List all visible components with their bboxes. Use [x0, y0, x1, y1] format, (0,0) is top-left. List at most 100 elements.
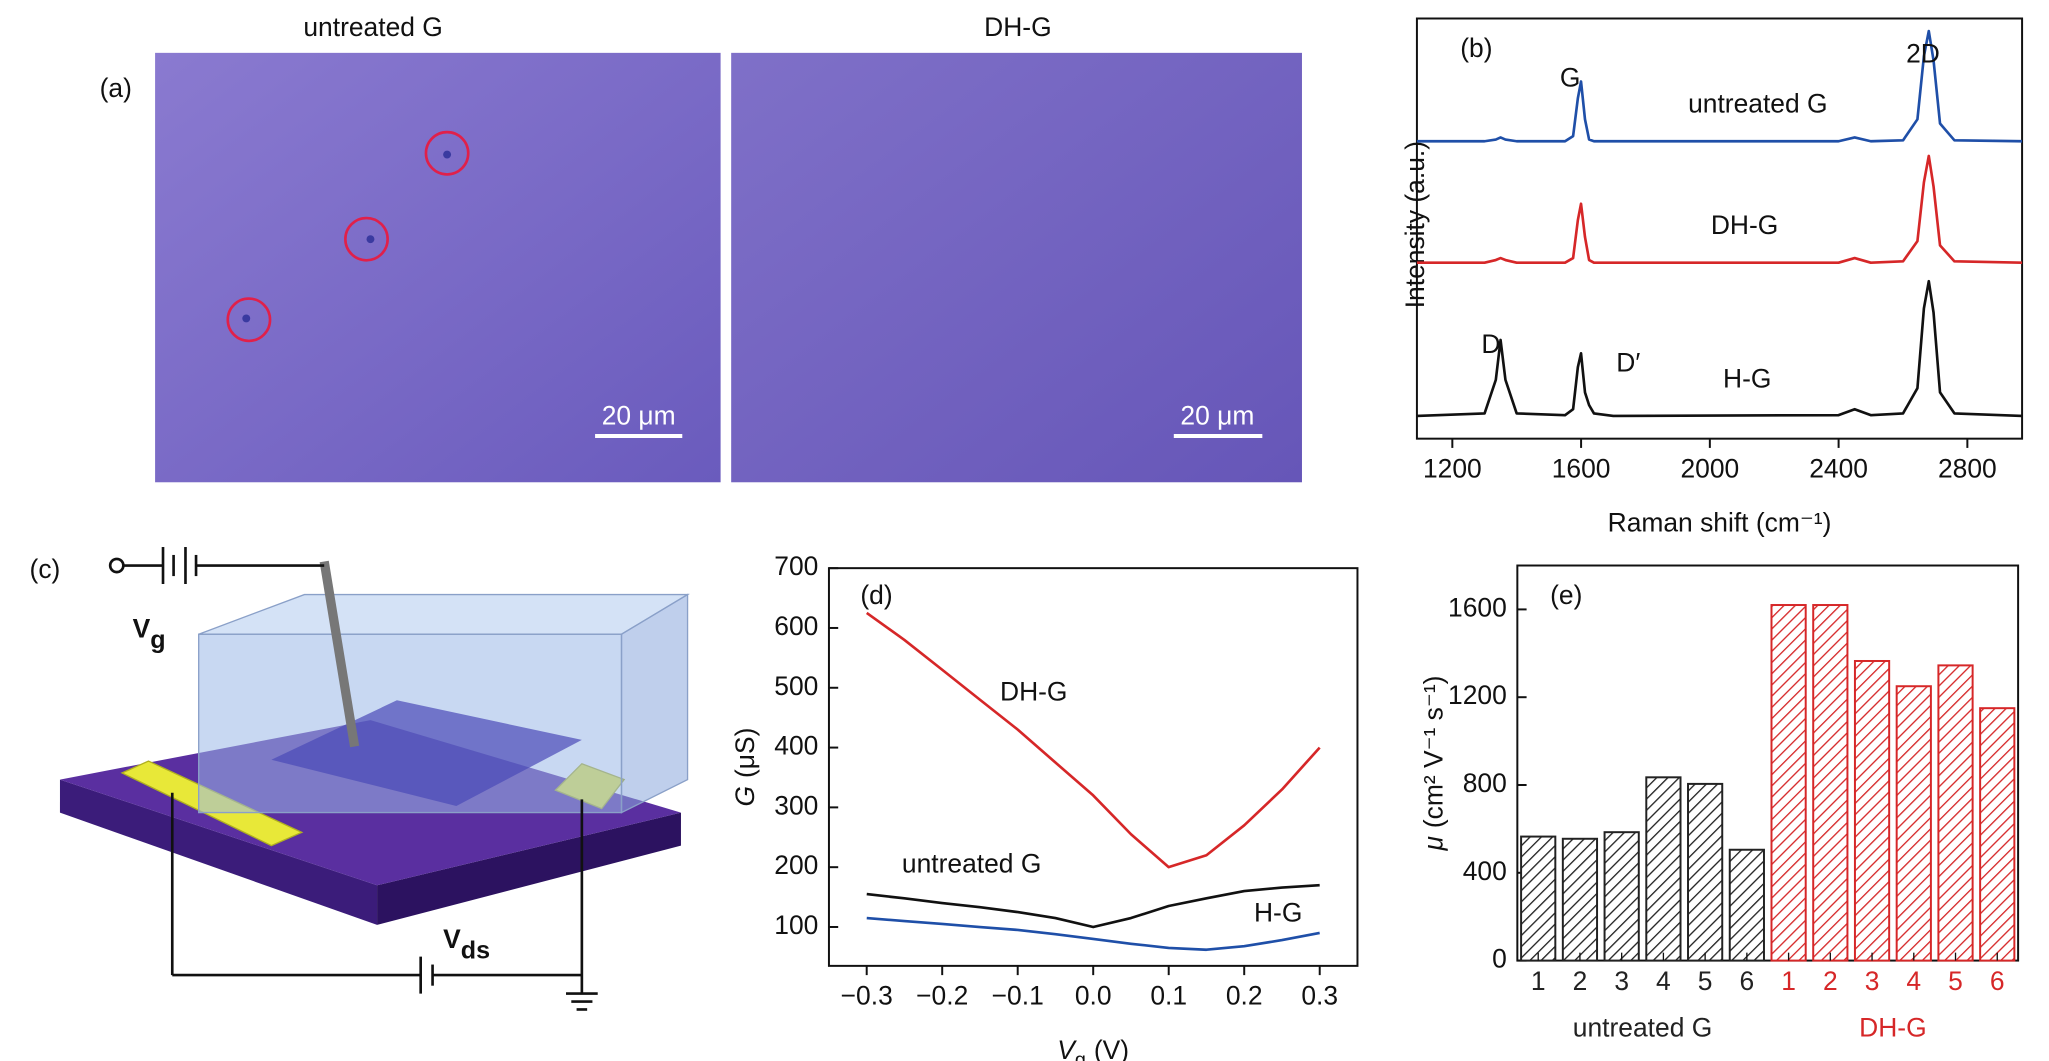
- line-series: [1416, 154, 2023, 264]
- x-tick-label: 0.1: [1150, 981, 1187, 1011]
- defects: [242, 150, 452, 323]
- x-tick-label: 4: [1656, 966, 1671, 996]
- x-tick-label: 5: [1698, 966, 1713, 996]
- micrograph: [731, 52, 1302, 483]
- line-series: [1416, 29, 2023, 143]
- x-tick-label: 1200: [1423, 453, 1482, 483]
- annotation: untreated G: [1688, 89, 1827, 119]
- x-tick-label: 2400: [1809, 453, 1868, 483]
- x-tick-label: 5: [1948, 966, 1963, 996]
- y-tick-label: 400: [774, 731, 818, 761]
- y-tick-label: 800: [1463, 768, 1507, 798]
- annotation: DH-G: [1000, 677, 1067, 707]
- x-tick-label: −0.3: [841, 981, 893, 1011]
- annotation: H-G: [1254, 897, 1302, 927]
- y-tick-label: 1600: [1448, 592, 1507, 622]
- x-tick-label: 6: [1990, 966, 2005, 996]
- annotation: D: [1481, 329, 1500, 359]
- x-tick-label: 2: [1823, 966, 1838, 996]
- drain-label: Vds: [443, 924, 490, 964]
- axis-title: μ (cm² V⁻¹ s⁻¹): [1418, 676, 1448, 852]
- line-series: [866, 916, 1320, 952]
- bar: [1770, 604, 1807, 962]
- panel-label: (d): [860, 580, 892, 610]
- scale-label: 20 μm: [1180, 401, 1254, 431]
- circuit: [108, 547, 598, 1011]
- panel-label: (e): [1550, 580, 1582, 610]
- unit: (μS): [730, 728, 760, 778]
- panel-label: (b): [1460, 33, 1492, 63]
- y-tick-label: 500: [774, 671, 818, 701]
- y-tick-label: 100: [774, 910, 818, 940]
- axis-title: Vg (V): [1057, 1035, 1129, 1061]
- defect-markers: [226, 130, 470, 343]
- x-tick-label: 6: [1740, 966, 1755, 996]
- subscript: g: [1075, 1049, 1086, 1061]
- annotation: 2D: [1906, 38, 1940, 68]
- y-tick-label: 200: [774, 850, 818, 880]
- y-tick-label: 600: [774, 611, 818, 641]
- x-tick-label: 2: [1573, 966, 1588, 996]
- device-schematic: [59, 560, 690, 925]
- annotation: H-G: [1723, 364, 1771, 394]
- line-series: [1416, 279, 2023, 418]
- x-tick-label: −0.2: [916, 981, 968, 1011]
- bar: [1853, 659, 1891, 962]
- annotation: D′: [1616, 348, 1640, 378]
- scale-label: 20 μm: [602, 401, 676, 431]
- symbol: V: [133, 613, 151, 643]
- line-series: [865, 611, 1321, 869]
- micrograph: [155, 52, 721, 483]
- x-tick-label: 0.0: [1075, 981, 1112, 1011]
- subscript: ds: [461, 936, 490, 964]
- x-tick-label: 1: [1531, 966, 1546, 996]
- bar: [1645, 776, 1682, 962]
- y-tick-label: 400: [1463, 856, 1507, 886]
- subscript: g: [150, 625, 165, 653]
- unit: (cm² V⁻¹ s⁻¹): [1418, 676, 1448, 829]
- plot-frame: [1516, 564, 2020, 962]
- annotation: untreated G: [902, 848, 1041, 878]
- x-tick-label: 0.3: [1301, 981, 1338, 1011]
- x-tick-label: 1600: [1552, 453, 1611, 483]
- bar: [1812, 604, 1849, 962]
- panel-label: (a): [100, 73, 132, 103]
- group-label: DH-G: [1859, 1012, 1926, 1042]
- y-tick-label: 700: [774, 551, 818, 581]
- bar: [1728, 848, 1765, 962]
- x-tick-label: 3: [1614, 966, 1629, 996]
- unit: (V): [1094, 1035, 1129, 1061]
- plot-frame: [1415, 17, 2024, 440]
- gate-label: Vg: [133, 613, 166, 653]
- line-series: [866, 883, 1320, 929]
- y-tick-label: 1200: [1448, 680, 1507, 710]
- annotation: G: [1560, 62, 1581, 92]
- symbol: V: [443, 924, 461, 954]
- x-tick-label: 4: [1906, 966, 1921, 996]
- bar: [1979, 707, 2016, 962]
- x-tick-label: −0.1: [992, 981, 1044, 1011]
- bar: [1561, 837, 1599, 962]
- axis-title: G (μS): [730, 728, 760, 807]
- y-tick-label: 300: [774, 790, 818, 820]
- axis-title: Intensity (a.u.): [1400, 141, 1430, 308]
- bar: [1937, 664, 1974, 962]
- symbol: μ: [1418, 836, 1448, 852]
- x-tick-label: 2800: [1938, 453, 1997, 483]
- y-tick-label: 0: [1492, 944, 1507, 974]
- bar: [1895, 685, 1932, 962]
- x-tick-label: 2000: [1680, 453, 1739, 483]
- x-tick-label: 1: [1781, 966, 1796, 996]
- x-tick-label: 3: [1865, 966, 1880, 996]
- image-title: untreated G: [303, 12, 442, 42]
- x-tick-label: 0.2: [1226, 981, 1263, 1011]
- panel-label: (c): [30, 554, 61, 584]
- group-label: untreated G: [1573, 1012, 1712, 1042]
- image-title: DH-G: [984, 12, 1051, 42]
- bar: [1520, 835, 1557, 962]
- symbol: V: [1057, 1035, 1077, 1061]
- bar: [1603, 831, 1640, 962]
- bar: [1687, 782, 1724, 962]
- annotation: DH-G: [1711, 210, 1778, 240]
